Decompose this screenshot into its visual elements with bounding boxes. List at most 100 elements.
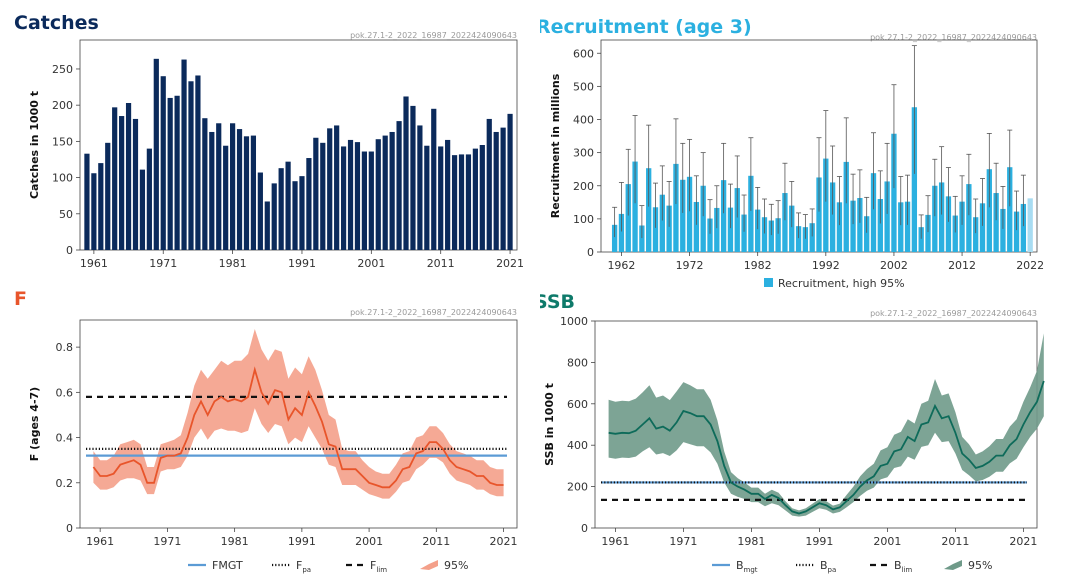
catches-xtick-label: 2001 [357, 257, 385, 270]
recruitment-bar [925, 214, 931, 252]
catches-bar [160, 76, 166, 250]
SSB-xtick-label: 1971 [669, 535, 697, 548]
catches-bar [472, 148, 478, 250]
recruitment-bar [1027, 198, 1033, 252]
recruitment-bar [877, 199, 883, 252]
recruitment-legend-swatch [764, 278, 773, 287]
recruitment-bar [686, 176, 693, 252]
catches-bar [119, 116, 125, 250]
catches-bar [368, 151, 374, 250]
recruitment-legend-label: Recruitment, high 95% [778, 277, 905, 290]
SSB-ytick-label: 400 [567, 439, 588, 452]
catches-bar [209, 131, 215, 250]
catches-bar [424, 145, 430, 250]
F-xtick-label: 2001 [355, 535, 383, 548]
recruitment-bar [707, 218, 713, 252]
ssb-chart: SSB pok.27.1-2_2022_16987_2022424090643 0 2… [540, 291, 1045, 574]
recruitment-bar [959, 201, 965, 252]
ssb-legend-label: Blim [894, 559, 912, 574]
catches-ytick-label: 250 [52, 63, 73, 76]
recruitment-bar [755, 209, 761, 252]
recruitment-title: Recruitment (age 3) [540, 16, 752, 38]
recruitment-xtick-label: 1982 [744, 259, 772, 272]
catches-bar [375, 139, 381, 250]
f-legend-label: FMGT [212, 559, 243, 572]
catches-bar [167, 97, 173, 251]
catches-bar [112, 107, 118, 251]
recruitment-bar [898, 202, 904, 252]
recruitment-bar [673, 163, 679, 252]
catches-bar [445, 139, 451, 250]
SSB-title: SSB [540, 291, 575, 313]
recruitment-bar [680, 179, 686, 252]
recruitment-bar [700, 185, 706, 252]
f-legend-subscript: lim [376, 566, 387, 574]
catches-bar [216, 123, 222, 250]
catches-bar [98, 163, 104, 250]
recruitment-bar [973, 217, 979, 252]
recruitment-bar [816, 177, 822, 252]
recruitment-bar [823, 158, 829, 252]
catches-xtick-label: 2021 [496, 257, 524, 270]
recruitment-bar [734, 188, 740, 252]
catches-bar [396, 121, 402, 250]
recruitment-bar [836, 202, 843, 252]
f-legend-label: Flim [370, 559, 387, 574]
recruitment-bar [911, 107, 918, 253]
SSB-xtick-label: 1981 [737, 535, 765, 548]
SSB-xtick-label: 2021 [1009, 535, 1037, 548]
recruitment-bar [945, 196, 952, 252]
recruitment-bar [809, 223, 815, 252]
ssb-legend-label: Bpa [820, 559, 836, 574]
ssb-legend-subscript: pa [828, 566, 837, 574]
SSB-stamp: pok.27.1-2_2022_16987_2022424090643 [870, 309, 1037, 318]
catches-ytick-label: 50 [59, 208, 73, 221]
recruitment-bar [829, 182, 836, 252]
ssb-legend-label: Bmgt [736, 559, 758, 574]
recruitment-bar [632, 161, 638, 252]
recruitment-xtick-label: 2002 [880, 259, 908, 272]
catches-ytick-label: 100 [52, 172, 73, 185]
catches-xtick-label: 1991 [288, 257, 316, 270]
catches-bar [84, 153, 90, 250]
F-ytick-label: 0 [66, 522, 73, 535]
recruitment-bar [1013, 211, 1020, 252]
catches-bar [230, 123, 236, 250]
catches-bar [354, 142, 361, 250]
F-ytick-label: 0.4 [56, 432, 74, 445]
recruitment-xtick-label: 2012 [948, 259, 976, 272]
recruitment-xtick-label: 1962 [607, 259, 635, 272]
catches-bar [188, 81, 194, 250]
SSB-ytick-label: 800 [567, 356, 588, 369]
recruitment-xtick-label: 1992 [812, 259, 840, 272]
recruitment-bar [870, 173, 877, 252]
SSB-xtick-label: 2011 [941, 535, 969, 548]
catches-bar [236, 129, 243, 250]
recruitment-bar [789, 205, 795, 252]
catches-bar [202, 118, 208, 250]
recruitment-bar [714, 207, 720, 252]
F-title: F [14, 290, 27, 310]
catches-bar [340, 146, 347, 250]
catches-bar [431, 108, 437, 250]
recruitment-ytick-label: 200 [573, 180, 594, 193]
catches-xtick-label: 1971 [149, 257, 177, 270]
F-xtick-label: 1971 [153, 535, 181, 548]
F-plot-frame [79, 319, 518, 529]
catches-bar [195, 75, 201, 250]
F-stamp: pok.27.1-2_2022_16987_2022424090643 [350, 308, 517, 317]
catches-plot-frame [79, 39, 518, 251]
catches-bar [451, 155, 458, 250]
recruitment-bar [857, 198, 863, 252]
SSB-ylabel: SSB in 1000 t [543, 383, 556, 466]
recruitment-bar [782, 193, 788, 252]
catches-bar [146, 148, 152, 250]
recruitment-bar [720, 180, 727, 252]
catches-bar [507, 113, 513, 251]
catches-bar [438, 146, 444, 250]
catches-bar [465, 154, 472, 250]
recruitment-bar [768, 220, 774, 252]
f-legend-label: Fpa [296, 559, 311, 574]
